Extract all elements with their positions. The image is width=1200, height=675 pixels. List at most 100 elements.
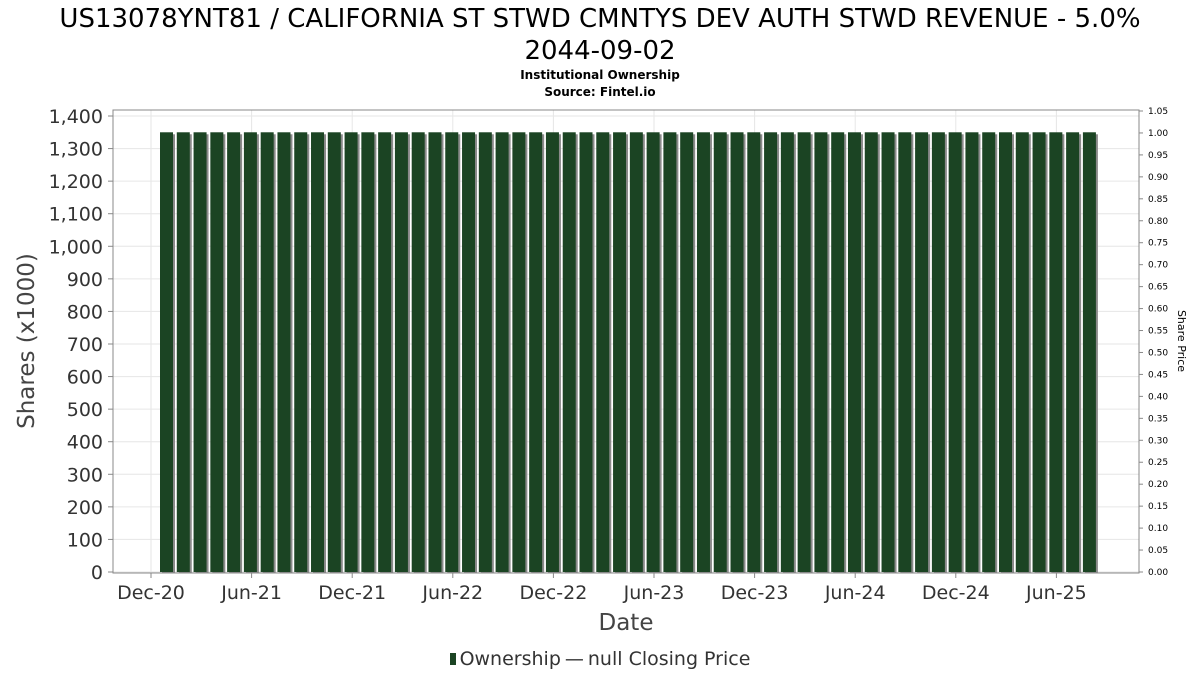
y2-axis-label: Share Price <box>1175 310 1188 372</box>
ownership-bar <box>764 132 778 573</box>
ownership-bar <box>814 132 828 573</box>
legend: Ownership — null Closing Price <box>0 648 1200 670</box>
y-tick-label: 700 <box>67 334 103 356</box>
y2-tick-label: 1.05 <box>1148 107 1168 117</box>
y-axis-label: Shares (x1000) <box>14 253 40 429</box>
y-tick-label: 800 <box>67 301 103 323</box>
x-tick-label: Dec-23 <box>721 582 789 604</box>
chart-title-line2: 2044-09-02 <box>524 36 676 66</box>
ownership-bar <box>780 132 794 573</box>
y-tick-label: 1,200 <box>49 171 103 193</box>
y-tick-label: 400 <box>67 432 103 454</box>
ownership-bar <box>478 132 492 573</box>
y2-tick-label: 0.75 <box>1148 239 1168 249</box>
y2-tick-label: 0.05 <box>1148 546 1168 556</box>
x-axis-label: Date <box>599 610 654 636</box>
ownership-bar <box>562 132 576 573</box>
ownership-bar <box>193 132 207 573</box>
y2-tick-label: 0.60 <box>1148 305 1168 315</box>
y2-tick-label: 0.90 <box>1148 173 1168 183</box>
ownership-bar <box>696 132 710 573</box>
ownership-bar <box>847 132 861 573</box>
y-tick-label: 1,100 <box>49 204 103 226</box>
ownership-bar <box>1049 132 1063 573</box>
ownership-bar <box>680 132 694 573</box>
ownership-bar <box>730 132 744 573</box>
ownership-swatch-icon <box>449 653 456 665</box>
y2-tick-label: 0.25 <box>1148 458 1168 468</box>
plot-frame <box>112 109 1140 574</box>
chart-title-line1: US13078YNT81 / CALIFORNIA ST STWD CMNTYS… <box>59 4 1141 34</box>
y-tick-label: 100 <box>67 529 103 551</box>
ownership-bar <box>881 132 895 573</box>
x-tick-label: Dec-24 <box>922 582 990 604</box>
ownership-bar <box>613 132 627 573</box>
ownership-bar <box>210 132 224 573</box>
y-tick-label: 500 <box>67 399 103 421</box>
ownership-bar <box>394 132 408 573</box>
y-tick-label: 0 <box>91 562 103 584</box>
x-tick-label: Jun-24 <box>824 582 886 604</box>
y2-tick-label: 0.85 <box>1148 195 1168 205</box>
ownership-bar <box>462 132 476 573</box>
ownership-bar <box>545 132 559 573</box>
y-tick-label: 600 <box>67 367 103 389</box>
line-swatch-icon: — <box>564 648 584 670</box>
ownership-bar <box>176 132 190 573</box>
y2-tick-label: 0.15 <box>1148 502 1168 512</box>
x-tick-label: Dec-22 <box>519 582 587 604</box>
x-tick-label: Jun-23 <box>623 582 685 604</box>
y-tick-label: 900 <box>67 269 103 291</box>
ownership-bar <box>411 132 425 573</box>
x-tick-label: Jun-21 <box>220 582 282 604</box>
ownership-bar <box>948 132 962 573</box>
x-tick-label: Jun-25 <box>1025 582 1087 604</box>
ownership-bar <box>663 132 677 573</box>
ownership-bar <box>495 132 509 573</box>
y-tick-label: 200 <box>67 497 103 519</box>
ownership-bar <box>864 132 878 573</box>
y2-tick-label: 0.50 <box>1148 348 1168 358</box>
ownership-bar <box>529 132 543 573</box>
y-tick-label: 1,000 <box>49 236 103 258</box>
ownership-bar <box>982 132 996 573</box>
y2-tick-label: 0.00 <box>1148 568 1168 578</box>
x-tick-label: Dec-20 <box>117 582 185 604</box>
ownership-bar <box>243 132 257 573</box>
ownership-bar <box>361 132 375 573</box>
ownership-bar <box>1032 132 1046 573</box>
ownership-bar <box>260 132 274 573</box>
ownership-bar <box>898 132 912 573</box>
ownership-bar <box>1066 132 1080 573</box>
ownership-bar <box>629 132 643 573</box>
ownership-bar <box>915 132 929 573</box>
y2-tick-label: 0.70 <box>1148 261 1168 271</box>
ownership-bar <box>445 132 459 573</box>
y2-tick-label: 0.55 <box>1148 327 1168 337</box>
ownership-bar <box>294 132 308 573</box>
ownership-bar <box>344 132 358 573</box>
y2-tick-label: 1.00 <box>1148 129 1168 139</box>
ownership-bar <box>160 132 173 573</box>
y-axis-left: 0 100 200 300 400 500 600 700 800 900 1,000 1,100 1,… <box>49 106 113 584</box>
y2-tick-label: 0.80 <box>1148 217 1168 227</box>
ownership-bar <box>797 132 811 573</box>
ownership-bar <box>327 132 341 573</box>
x-tick-label: Dec-21 <box>318 582 386 604</box>
y-tick-label: 1,400 <box>49 106 103 128</box>
y-axis-right: 0.00 0.05 0.10 0.15 0.20 0.25 0.30 0.35 0.40 0.45… <box>1139 107 1168 578</box>
y2-tick-label: 0.20 <box>1148 480 1168 490</box>
x-axis: Dec-20 Jun-21 Dec-21 Jun-22 Dec-22 Jun-23 Dec-… <box>117 573 1087 604</box>
y-tick-label: 300 <box>67 464 103 486</box>
ownership-bar <box>831 132 845 573</box>
y2-tick-label: 0.95 <box>1148 151 1168 161</box>
ownership-bar <box>713 132 727 573</box>
ownership-bar <box>596 132 610 573</box>
ownership-bars <box>160 132 1098 574</box>
chart-source: Source: Fintel.io <box>544 85 656 99</box>
ownership-bar <box>1015 132 1029 573</box>
ownership-bar <box>311 132 325 573</box>
y2-tick-label: 0.30 <box>1148 436 1168 446</box>
y2-tick-label: 0.10 <box>1148 524 1168 534</box>
